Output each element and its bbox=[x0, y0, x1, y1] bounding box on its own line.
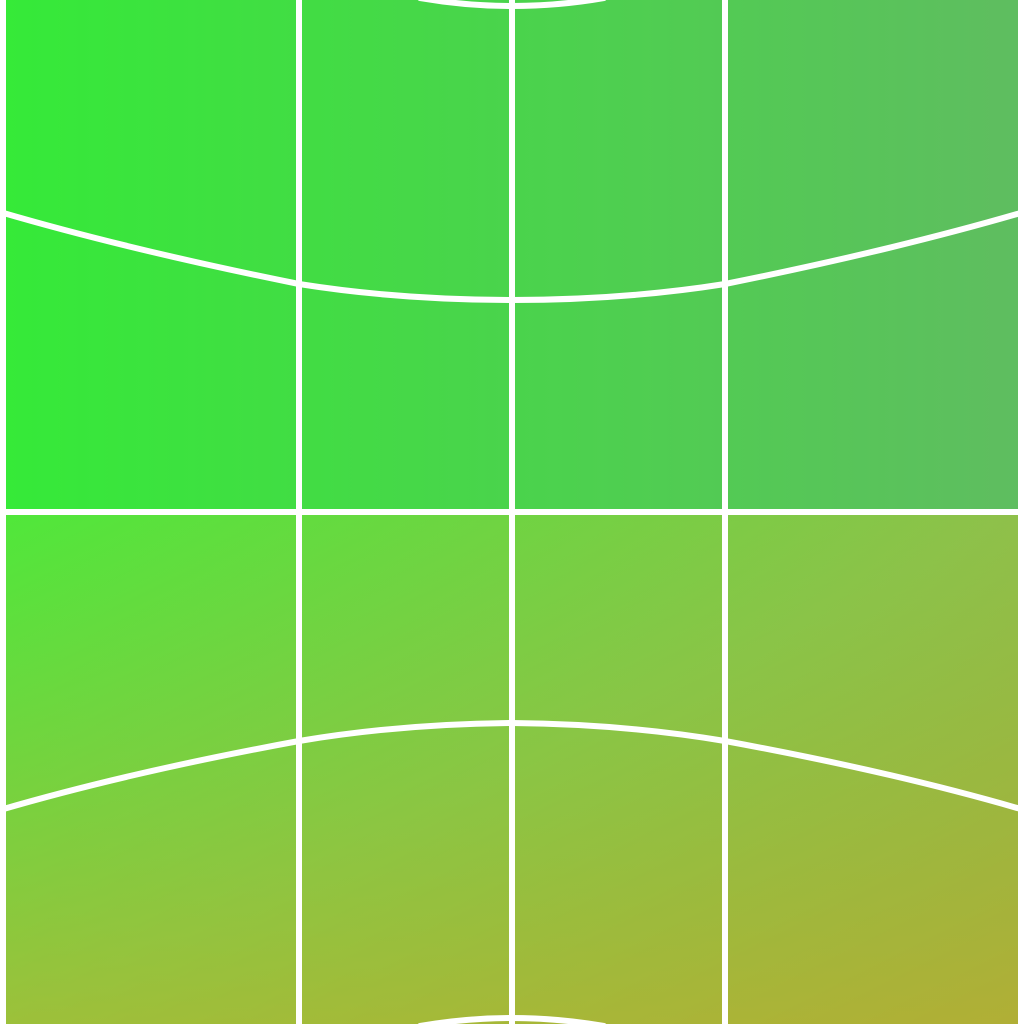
grid-curve-bottom-edge bbox=[417, 1015, 607, 1024]
grid-curve-top-edge bbox=[417, 0, 607, 9]
grid-curve-lower bbox=[0, 719, 1024, 813]
grid-curve-upper bbox=[0, 209, 1024, 304]
